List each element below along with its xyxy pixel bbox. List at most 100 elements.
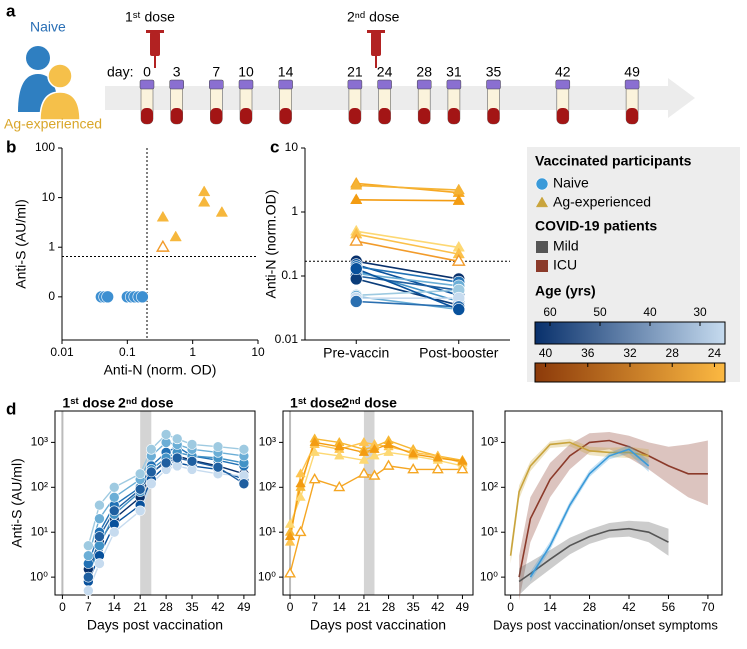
marker <box>382 459 395 470</box>
marker <box>349 233 364 246</box>
marker <box>145 444 157 455</box>
x-tick-label: 28 <box>159 600 173 614</box>
syringe-top <box>367 30 385 33</box>
y-tick-label: 10¹ <box>481 524 498 538</box>
marker <box>452 183 465 195</box>
x-tick-label: 14 <box>333 600 347 614</box>
colorbar-tick-label: 50 <box>593 305 607 319</box>
y-tick-label: 1 <box>291 204 298 218</box>
tube-blood <box>210 108 223 124</box>
x-tick-label: 7 <box>311 600 318 614</box>
marker <box>171 452 183 464</box>
marker <box>333 480 346 492</box>
y-tick-label: 10³ <box>259 435 276 449</box>
x-tick-label: 42 <box>622 600 636 614</box>
x-tick-label: 0.01 <box>50 345 74 359</box>
series-line <box>289 441 463 537</box>
marker <box>145 478 157 490</box>
marker <box>160 429 172 440</box>
marker <box>309 436 320 446</box>
marker <box>357 467 370 478</box>
tube-cap <box>347 79 363 90</box>
shaded-interval <box>363 411 375 595</box>
marker <box>334 441 345 451</box>
series-line <box>87 465 244 591</box>
legend-marker <box>535 177 549 191</box>
tube-cap <box>139 79 155 90</box>
marker <box>94 531 105 542</box>
series-line <box>356 275 459 291</box>
series-line <box>289 465 463 574</box>
y-tick-label: 10² <box>259 479 276 493</box>
marker <box>108 526 120 538</box>
day-label: 10 <box>238 64 254 80</box>
marker <box>136 290 149 304</box>
marker <box>452 194 465 205</box>
marker <box>284 567 296 578</box>
marker <box>94 540 105 552</box>
series-line <box>87 445 245 564</box>
marker <box>215 206 229 217</box>
colorbar <box>534 321 726 345</box>
colorbar-tick-label: 40 <box>539 346 553 360</box>
colorbar-tick-label: 60 <box>543 305 557 319</box>
x-axis-label: Days post vaccination <box>310 617 446 633</box>
y-tick-label: 0.1 <box>281 268 298 282</box>
marker <box>134 468 146 480</box>
day-label: 14 <box>278 64 294 80</box>
x-tick-label: 42 <box>211 600 225 614</box>
x-tick-label: 21 <box>357 600 371 614</box>
group-label: Naive <box>30 19 66 35</box>
marker <box>407 463 420 474</box>
x-tick-label: 49 <box>237 600 251 614</box>
marker <box>294 525 307 537</box>
marker <box>212 441 224 453</box>
x-tick-label: 49 <box>456 600 470 614</box>
marker <box>349 295 363 308</box>
x-axis-label: Days post vaccination/onset symptoms <box>493 617 718 632</box>
panel-letter: a <box>6 1 16 20</box>
series-line <box>87 441 244 556</box>
marker <box>358 454 370 464</box>
person-icons <box>18 46 81 121</box>
marker <box>134 484 146 495</box>
day-label: 49 <box>624 64 640 80</box>
marker <box>358 436 370 446</box>
series-line <box>356 267 460 311</box>
x-tick-label: 10 <box>251 345 265 359</box>
day-label: 3 <box>173 64 181 80</box>
y-tick-label: 10¹ <box>259 524 276 538</box>
marker <box>309 446 320 456</box>
marker <box>349 262 363 276</box>
marker <box>169 230 182 242</box>
marker <box>432 452 443 462</box>
series-line <box>356 184 459 191</box>
tube-blood <box>556 108 569 124</box>
dose-label: 1ˢᵗ dose <box>125 9 175 25</box>
series-line <box>356 300 459 308</box>
tube-blood <box>348 108 361 124</box>
x-tick-label: 0 <box>287 600 294 614</box>
y-axis-label: Anti-S (AU/ml) <box>13 199 29 288</box>
marker <box>452 303 466 316</box>
y-tick-label: 1 <box>48 239 55 253</box>
day-label: 31 <box>446 64 462 80</box>
marker <box>368 469 381 480</box>
day-label: day: <box>107 64 133 80</box>
series-line <box>289 441 463 543</box>
marker <box>171 433 183 445</box>
colorbar-tick-label: 32 <box>623 346 637 360</box>
colorbar-tick-label: 28 <box>666 346 680 360</box>
dose-label: 1ˢᵗ dose <box>290 395 343 411</box>
y-tick-label: 0 <box>48 289 55 303</box>
x-tick-label: 35 <box>185 600 199 614</box>
tube-cap <box>486 79 501 90</box>
x-tick-label: 21 <box>134 600 148 614</box>
tube-cap <box>238 79 254 90</box>
marker <box>431 463 444 474</box>
body <box>39 91 81 121</box>
x-tick-label: Post-booster <box>419 345 499 361</box>
x-tick-label: 70 <box>701 600 715 614</box>
legend-label: Ag-experienced <box>553 194 651 210</box>
panel-letter: b <box>6 137 16 156</box>
